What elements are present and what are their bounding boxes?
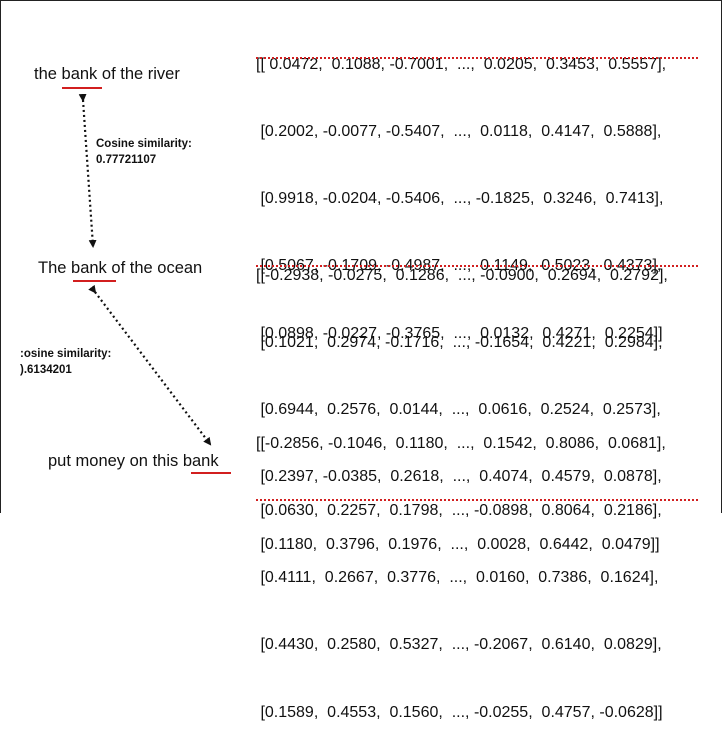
matrix-row: [0.4111, 0.2667, 0.3776, ..., 0.0160, 0.… [256, 569, 659, 587]
highlight-line-river [256, 57, 698, 59]
similarity-value: 0.77721107 [96, 154, 157, 166]
matrix-row: [0.1589, 0.4553, 0.1560, ..., -0.0255, 0… [256, 703, 663, 721]
matrix-row: [0.2002, -0.0077, -0.5407, ..., 0.0118, … [256, 123, 662, 141]
matrix-row: [[ 0.0472, 0.1088, -0.7001, ..., 0.0205,… [256, 55, 667, 73]
matrix-row: [0.4430, 0.2580, 0.5327, ..., -0.2067, 0… [256, 636, 662, 654]
sentence-money-bank-word: bank [182, 452, 219, 470]
sentence-ocean-prefix: The [38, 259, 72, 277]
bank-underline-money [191, 472, 231, 474]
similarity-label-ocean-money: :osine similarity: ).6134201 [20, 346, 111, 378]
similarity-title: Cosine similarity: [96, 138, 192, 150]
matrix-row: [0.9918, -0.0204, -0.5406, ..., -0.1825,… [256, 190, 664, 208]
embedding-matrix-river: [[ 0.0472, 0.1088, -0.7001, ..., 0.0205,… [256, 9, 666, 368]
highlight-line-money [256, 499, 698, 501]
highlight-line-ocean [256, 265, 698, 267]
bank-underline-ocean [73, 280, 116, 282]
matrix-row: [0.0898, -0.0227, -0.3765, ..., 0.0132, … [256, 324, 663, 342]
matrix-row: [0.1021, 0.2974, -0.1716, ..., -0.1654, … [256, 334, 663, 352]
sentence-river-bank-word: bank [61, 65, 98, 83]
sentence-river-suffix: of the river [97, 65, 180, 83]
sentence-river: the bank of the river [34, 64, 180, 84]
matrix-row: [0.0630, 0.2257, 0.1798, ..., -0.0898, 0… [256, 502, 662, 520]
similarity-title: :osine similarity: [20, 348, 112, 360]
figure-frame [0, 0, 722, 513]
similarity-label-river-ocean: Cosine similarity: 0.77721107 [96, 136, 192, 168]
matrix-row: [0.6944, 0.2576, 0.0144, ..., 0.0616, 0.… [256, 401, 661, 419]
sentence-ocean: The bank of the ocean [38, 258, 202, 278]
matrix-row: [[-0.2856, -0.1046, 0.1180, ..., 0.1542,… [256, 434, 666, 452]
matrix-row: [[-0.2938, -0.0275, 0.1286, ..., -0.0900… [256, 266, 668, 284]
sentence-ocean-suffix: of the ocean [106, 259, 203, 277]
bank-underline-river [62, 87, 102, 89]
sentence-money-prefix: put money on this [48, 452, 183, 470]
sentence-money: put money on this bank [48, 451, 219, 471]
matrix-row: [0.2397, -0.0385, 0.2618, ..., 0.4074, 0… [256, 468, 662, 486]
sentence-river-prefix: the [34, 65, 62, 83]
sentence-ocean-bank-word: bank [71, 259, 107, 277]
embedding-matrix-money: [[-0.2856, -0.1046, 0.1180, ..., 0.1542,… [256, 388, 666, 747]
similarity-value: ).6134201 [20, 364, 72, 376]
